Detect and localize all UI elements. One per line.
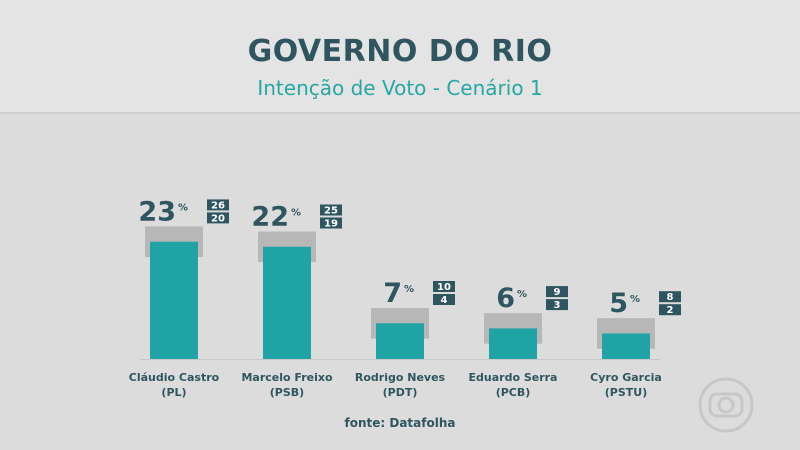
range-high-box <box>433 281 455 292</box>
percent-label: % <box>630 294 640 305</box>
range-low-box <box>433 294 455 305</box>
range-high-label: 8 <box>667 292 674 303</box>
range-high-label: 9 <box>554 287 561 298</box>
page-subtitle: Intenção de Voto - Cenário 1 <box>257 76 543 100</box>
percent-label: % <box>517 289 527 300</box>
bar <box>489 328 537 359</box>
range-low-label: 19 <box>324 219 338 230</box>
candidate-party-label: (PSB) <box>270 386 304 399</box>
range-high-box <box>207 199 229 211</box>
candidate-party-label: (PCB) <box>496 386 531 399</box>
percent-label: % <box>178 202 188 213</box>
range-high-box <box>546 286 568 298</box>
header-divider <box>0 112 800 114</box>
candidate-name-label: Rodrigo Neves <box>355 371 446 384</box>
range-low-label: 4 <box>441 295 448 306</box>
percent-label: % <box>404 284 414 295</box>
range-low-label: 3 <box>554 300 561 311</box>
candidate-name-label: Marcelo Freixo <box>241 371 332 384</box>
candidate-name-label: Eduardo Serra <box>469 371 558 384</box>
range-high-box <box>659 291 681 303</box>
value-label: 22 <box>251 202 289 233</box>
source-label: fonte: Datafolha <box>344 416 456 430</box>
header-panel: GOVERNO DO RIO Intenção de Voto - Cenári… <box>0 0 800 112</box>
page-title: GOVERNO DO RIO <box>247 34 553 69</box>
candidate-party-label: (PSTU) <box>605 386 647 399</box>
bar <box>376 323 424 359</box>
range-low-label: 2 <box>667 305 674 316</box>
range-high-label: 25 <box>324 206 338 217</box>
range-low-box <box>546 299 568 311</box>
percent-label: % <box>291 208 301 219</box>
range-high-label: 26 <box>211 200 225 211</box>
value-label: 23 <box>138 196 176 227</box>
range-low-box <box>659 304 681 316</box>
candidate-name-label: Cláudio Castro <box>129 371 220 384</box>
bar <box>602 333 650 359</box>
range-low-label: 20 <box>211 213 225 224</box>
candidate-party-label: (PL) <box>161 386 186 399</box>
candidate-party-label: (PDT) <box>383 386 418 399</box>
range-high-box <box>320 204 342 216</box>
globo-logo-icon <box>698 377 754 433</box>
candidate-name-label: Cyro Garcia <box>590 371 662 384</box>
range-low-box <box>207 212 229 224</box>
value-label: 6 <box>496 283 515 314</box>
bar <box>150 241 198 359</box>
value-label: 7 <box>383 278 402 309</box>
range-low-box <box>320 217 342 229</box>
value-label: 5 <box>609 288 628 319</box>
range-high-label: 10 <box>437 282 451 293</box>
bar <box>263 246 311 359</box>
